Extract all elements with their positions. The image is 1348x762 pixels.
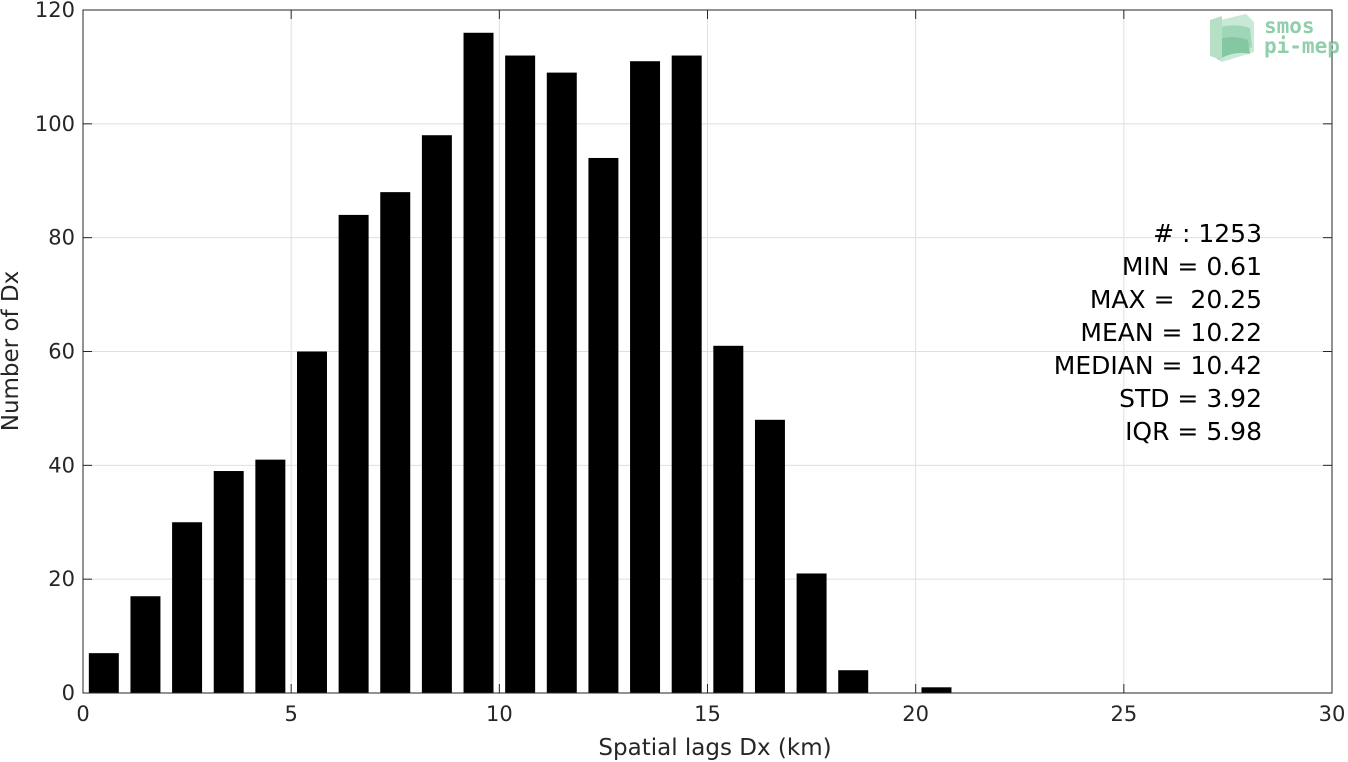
- histogram-bar: [88, 653, 119, 693]
- x-tick-label: 0: [76, 702, 89, 726]
- y-tick-label: 40: [48, 453, 75, 477]
- stat-iqr: IQR = 5.98: [1125, 417, 1262, 446]
- stat-std: STD = 3.92: [1119, 384, 1262, 413]
- x-tick-labels: 0 5 10 15 20 25 30: [76, 702, 1345, 726]
- histogram-bar: [630, 61, 661, 694]
- x-tick-label: 10: [486, 702, 513, 726]
- histogram-bar: [671, 55, 702, 694]
- histogram-bar: [796, 573, 827, 693]
- x-axis-label: Spatial lags Dx (km): [598, 735, 831, 761]
- histogram-bar: [130, 596, 161, 693]
- grid-lines: [83, 10, 1332, 693]
- histogram-bar: [713, 345, 744, 693]
- histogram-bar: [380, 192, 411, 693]
- histogram-bar: [213, 471, 244, 693]
- y-tick-labels: 0 20 40 60 80 100 120: [35, 0, 75, 705]
- stat-median: MEDIAN = 10.42: [1054, 351, 1262, 380]
- y-tick-label: 20: [48, 567, 75, 591]
- stat-mean: MEAN = 10.22: [1080, 318, 1262, 347]
- histogram-bar: [588, 157, 619, 693]
- histogram-bar: [838, 670, 869, 693]
- x-tick-label: 25: [1110, 702, 1137, 726]
- x-tick-label: 5: [284, 702, 297, 726]
- histogram-bar: [463, 32, 494, 694]
- stat-max: MAX = 20.25: [1090, 285, 1262, 314]
- bars: [88, 32, 952, 694]
- y-tick-label: 60: [48, 340, 75, 364]
- x-tick-label: 30: [1319, 702, 1346, 726]
- histogram-bar: [505, 55, 536, 694]
- histogram-bar: [546, 72, 577, 693]
- histogram-bar: [754, 419, 785, 693]
- histogram-bar: [921, 687, 952, 693]
- smos-pimep-logo: smos pi-mep: [1210, 14, 1340, 62]
- y-tick-label: 0: [62, 681, 75, 705]
- histogram-bar: [255, 459, 286, 693]
- histogram-bar: [338, 214, 369, 693]
- stat-count: # : 1253: [1153, 219, 1262, 248]
- logo-text-pimep: pi-mep: [1264, 34, 1340, 58]
- axis-ticks: [82, 9, 1333, 694]
- logo-waves-icon: [1210, 14, 1254, 62]
- y-axis-label: Number of Dx: [0, 271, 24, 432]
- histogram-bar: [421, 135, 452, 693]
- y-tick-label: 120: [35, 0, 75, 22]
- histogram-bar: [172, 522, 203, 693]
- y-tick-label: 80: [48, 226, 75, 250]
- x-tick-label: 20: [902, 702, 929, 726]
- histogram-bar: [296, 351, 327, 693]
- stat-min: MIN = 0.61: [1122, 252, 1262, 281]
- y-tick-label: 100: [35, 112, 75, 136]
- x-tick-label: 15: [694, 702, 721, 726]
- logo-text-smos: smos: [1264, 14, 1315, 38]
- statistics-annotation: # : 1253 MIN = 0.61 MAX = 20.25 MEAN = 1…: [1054, 219, 1262, 446]
